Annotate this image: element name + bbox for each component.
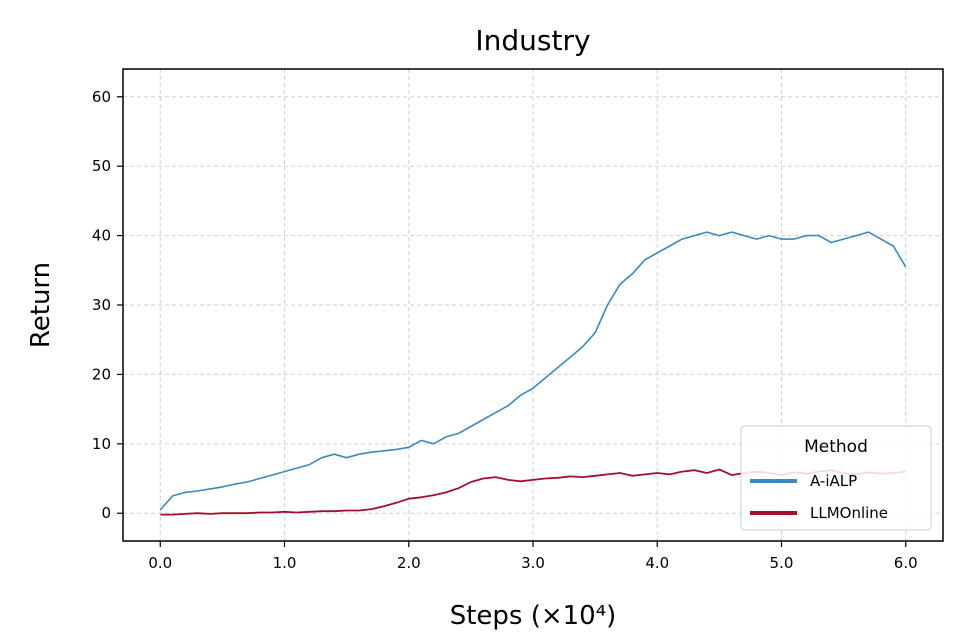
axis-ticks: 0.0 1.0 2.0 3.0 4.0 5.0 6.0 0 10 20 30 40 50 60 — [92, 88, 918, 572]
x-tick-label: 6.0 — [894, 554, 918, 572]
x-tick-label: 2.0 — [397, 554, 421, 572]
y-tick-label: 50 — [92, 157, 111, 175]
x-axis-label: Steps (×10⁴) — [450, 601, 617, 631]
y-axis-label: Return — [26, 262, 56, 348]
legend-entries: A-iALP LLMOnline — [750, 472, 888, 522]
x-tick-label: 0.0 — [148, 554, 172, 572]
y-tick-label: 40 — [92, 227, 111, 245]
legend-title: Method — [804, 437, 868, 457]
legend: Method A-iALP LLMOnline — [740, 425, 932, 531]
y-tick-label: 0 — [101, 504, 111, 522]
legend-box — [740, 425, 932, 531]
legend-label: A-iALP — [810, 472, 857, 490]
x-tick-label: 5.0 — [770, 554, 794, 572]
x-tick-label: 3.0 — [521, 554, 545, 572]
x-tick-label: 1.0 — [273, 554, 297, 572]
y-tick-label: 60 — [92, 88, 111, 106]
chart-title: Industry — [475, 24, 590, 57]
series-line-a-ialp — [159, 231, 907, 511]
x-tick-label: 4.0 — [645, 554, 669, 572]
y-tick-label: 10 — [92, 435, 111, 453]
y-tick-label: 20 — [92, 365, 111, 383]
legend-label: LLMOnline — [810, 504, 888, 522]
y-tick-label: 30 — [92, 296, 111, 314]
